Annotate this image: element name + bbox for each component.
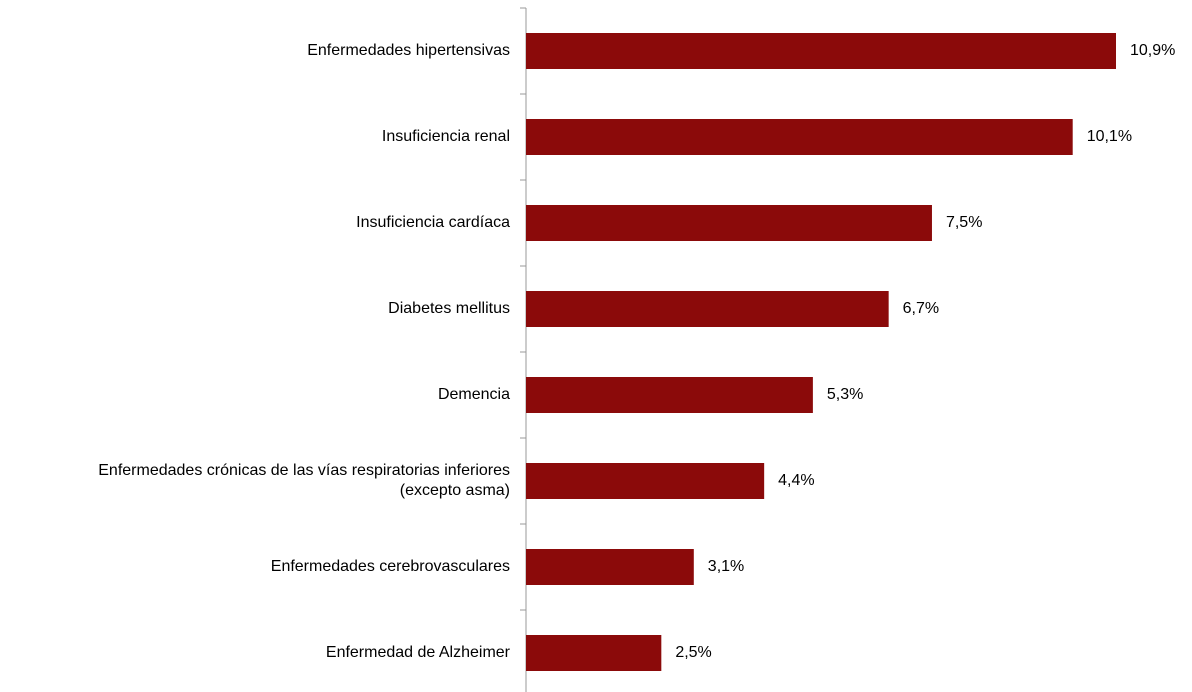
category-label: Diabetes mellitus [388,300,510,317]
value-label: 3,1% [708,558,744,575]
bar [526,205,932,241]
bar [526,377,813,413]
category-label: Demencia [438,386,510,403]
value-label: 10,9% [1130,42,1175,59]
bar [526,119,1073,155]
value-label: 4,4% [778,472,814,489]
bar [526,635,662,671]
category-label: Enfermedades crónicas de las vías respir… [98,462,510,499]
value-label: 10,1% [1087,128,1132,145]
value-label: 7,5% [946,214,982,231]
value-label: 5,3% [827,386,863,403]
bar [526,463,765,499]
value-label: 6,7% [903,300,939,317]
bar [526,549,694,585]
value-label: 2,5% [675,644,711,661]
category-label: Enfermedad de Alzheimer [326,644,511,661]
category-label: Insuficiencia renal [382,128,510,145]
category-label: Insuficiencia cardíaca [356,214,510,231]
category-label: Enfermedades hipertensivas [307,42,510,59]
bar [526,291,889,327]
category-label: Enfermedades cerebrovasculares [271,558,510,575]
bar [526,33,1116,69]
